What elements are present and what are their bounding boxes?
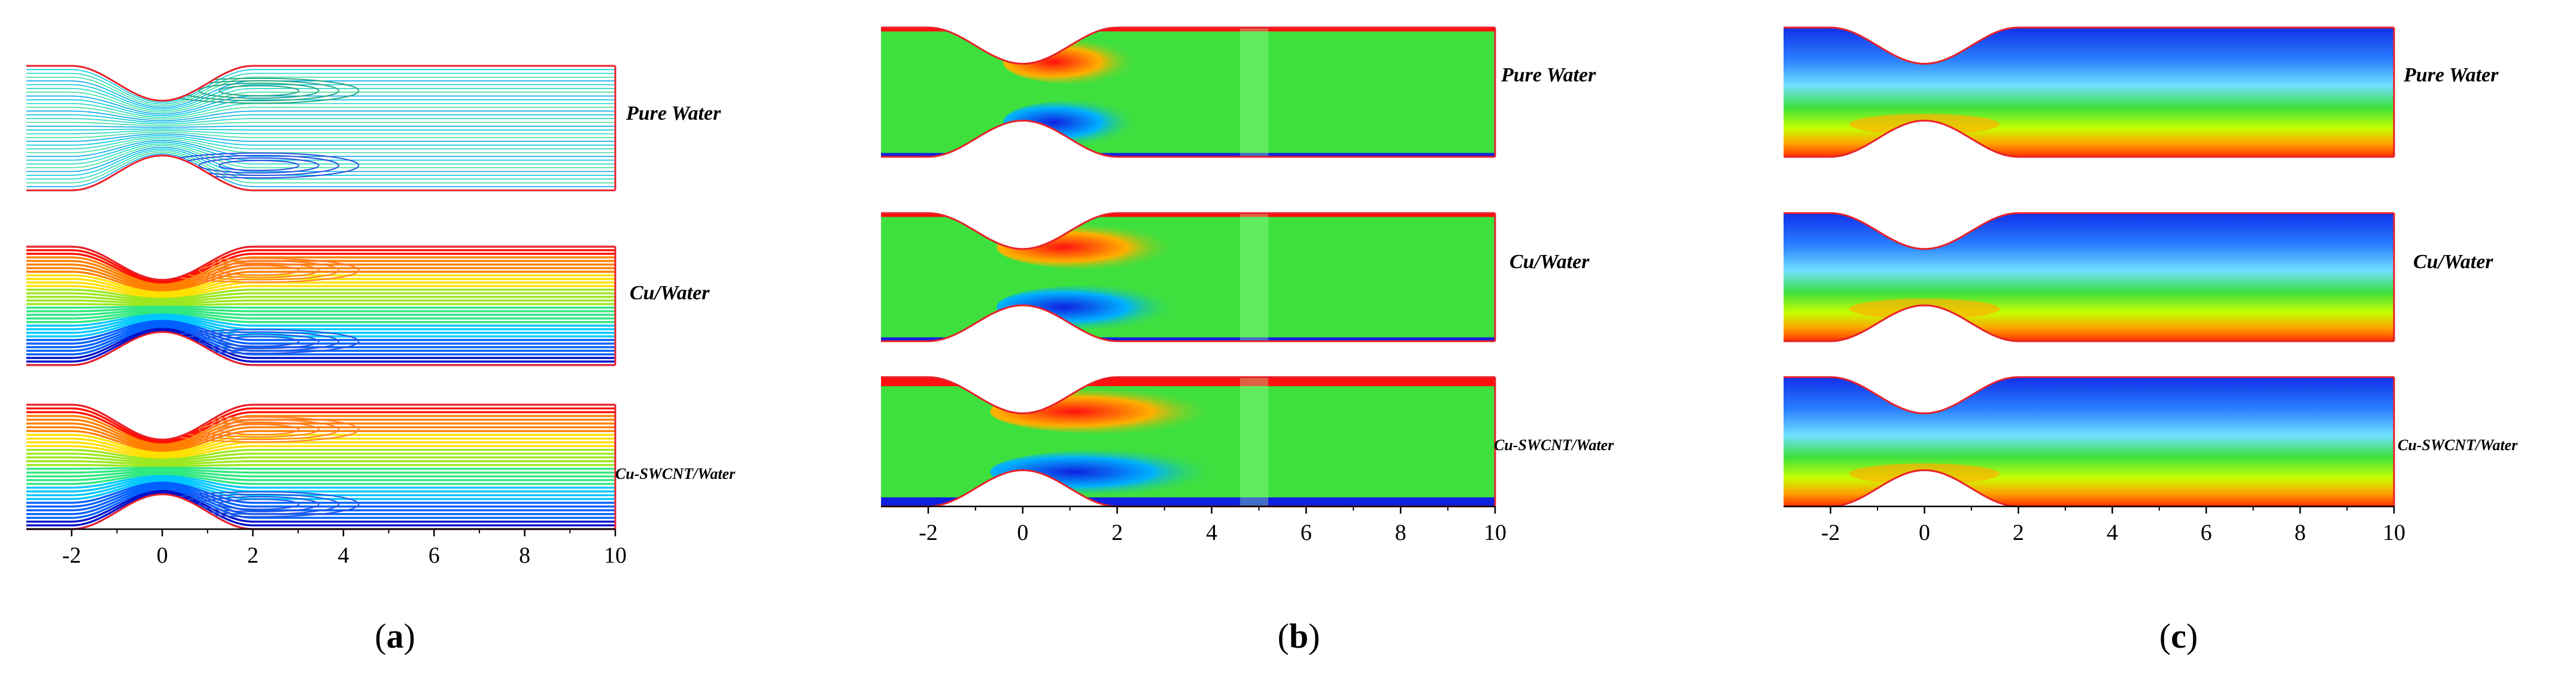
x-tick-label-a-6: 10 — [604, 543, 627, 568]
x-tick-label-a-2: 2 — [247, 543, 259, 568]
upper-wall-c-1 — [1784, 26, 2394, 65]
x-tick-label-b-1: 0 — [1017, 520, 1028, 545]
caption-b: (b) — [1278, 617, 1320, 655]
case-label-c-0: Pure Water — [2403, 64, 2499, 86]
plot-c-1 — [1784, 26, 2395, 158]
case-label-b-1: Cu/Water — [1509, 251, 1590, 273]
lower-wall-b-1 — [881, 119, 1495, 158]
case-label-b-2: Cu-SWCNT/Water — [1494, 436, 1614, 454]
field-c-3 — [1784, 377, 2394, 506]
upper-wall-b-2 — [881, 212, 1495, 250]
panel-b: Pure Water Cu/Water Cu-SWCNT/Water -2 0 2 4… — [881, 26, 1614, 655]
caption-a-letter: a — [387, 617, 404, 655]
x-tick-label-c-6: 10 — [2383, 520, 2405, 545]
upper-wall-a-3 — [26, 403, 615, 441]
case-label-b-0: Pure Water — [1500, 64, 1596, 86]
upper-wall-b-1 — [881, 26, 1495, 65]
caption-b-close: ) — [1308, 617, 1320, 655]
x-tick-label-c-5: 8 — [2295, 520, 2306, 545]
field-a-3 — [26, 405, 615, 529]
field-c-1 — [1784, 28, 2394, 157]
x-tick-label-c-4: 6 — [2201, 520, 2212, 545]
x-tick-label-c-3: 4 — [2107, 520, 2118, 545]
caption-c-letter: c — [2171, 617, 2186, 655]
plot-a-3 — [26, 403, 616, 530]
case-label-a-1: Cu/Water — [630, 282, 710, 304]
lower-wall-b-2 — [881, 304, 1495, 342]
x-tick-label-b-4: 6 — [1301, 520, 1312, 545]
field-b-3 — [881, 377, 1495, 506]
lower-wall-c-1 — [1784, 119, 2394, 158]
plot-a-1 — [26, 65, 616, 192]
x-tick-label-a-1: 0 — [157, 543, 168, 568]
caption-b-open: ( — [1278, 617, 1289, 655]
field-a-1 — [26, 66, 615, 190]
plot-c-3 — [1784, 376, 2395, 508]
x-tick-label-b-0: -2 — [919, 520, 938, 545]
upper-wall-a-1 — [26, 65, 615, 102]
upper-wall-c-2 — [1784, 212, 2394, 250]
x-tick-label-a-3: 4 — [338, 543, 349, 568]
x-tick-label-a-5: 8 — [519, 543, 530, 568]
caption-c-open: ( — [2159, 617, 2171, 655]
x-tick-label-c-0: -2 — [1821, 520, 1840, 545]
caption-a: (a) — [375, 617, 415, 655]
field-c-2 — [1784, 213, 2394, 341]
caption-c-close: ) — [2186, 617, 2198, 655]
x-tick-label-b-6: 10 — [1484, 520, 1506, 545]
field-a-2 — [26, 247, 615, 365]
panel-c: Pure Water Cu/Water Cu-SWCNT/Water -2 0 2 4… — [1784, 26, 2518, 655]
case-label-a-2: Cu-SWCNT/Water — [615, 465, 736, 482]
caption-a-open: ( — [375, 617, 386, 655]
plot-a-2 — [26, 245, 616, 366]
x-tick-label-b-3: 4 — [1206, 520, 1217, 545]
plot-c-2 — [1784, 212, 2395, 342]
field-b-1 — [881, 28, 1495, 157]
x-tick-label-b-2: 2 — [1111, 520, 1123, 545]
plot-b-1 — [881, 26, 1496, 158]
case-label-c-1: Cu/Water — [2413, 251, 2493, 273]
caption-b-letter: b — [1289, 617, 1308, 655]
lower-wall-a-1 — [26, 154, 615, 192]
case-label-c-2: Cu-SWCNT/Water — [2398, 436, 2518, 454]
upper-wall-b-3 — [881, 376, 1495, 415]
x-tick-label-a-4: 6 — [429, 543, 440, 568]
x-tick-label-c-1: 0 — [1919, 520, 1930, 545]
case-label-a-0: Pure Water — [625, 102, 721, 125]
field-b-2 — [881, 213, 1495, 341]
plot-b-3 — [881, 376, 1496, 508]
upper-wall-c-3 — [1784, 376, 2394, 415]
caption-c: (c) — [2159, 617, 2198, 655]
plot-b-2 — [881, 212, 1496, 342]
x-tick-label-b-5: 8 — [1395, 520, 1407, 545]
upper-wall-a-2 — [26, 245, 615, 281]
x-axis-c: -2 0 2 4 6 8 10 — [1784, 505, 2405, 545]
panel-a: Pure Water Cu/Water Cu-SWCNT/Water -2 0 2 4… — [26, 65, 736, 655]
lower-wall-a-2 — [26, 331, 615, 366]
lower-wall-c-2 — [1784, 304, 2394, 342]
caption-a-close: ) — [404, 617, 415, 655]
x-axis-b: -2 0 2 4 6 8 10 — [881, 505, 1506, 545]
x-tick-label-c-2: 2 — [2013, 520, 2024, 545]
x-tick-label-a-0: -2 — [62, 543, 81, 568]
x-axis-a: -2 0 2 4 6 8 10 — [26, 528, 627, 568]
